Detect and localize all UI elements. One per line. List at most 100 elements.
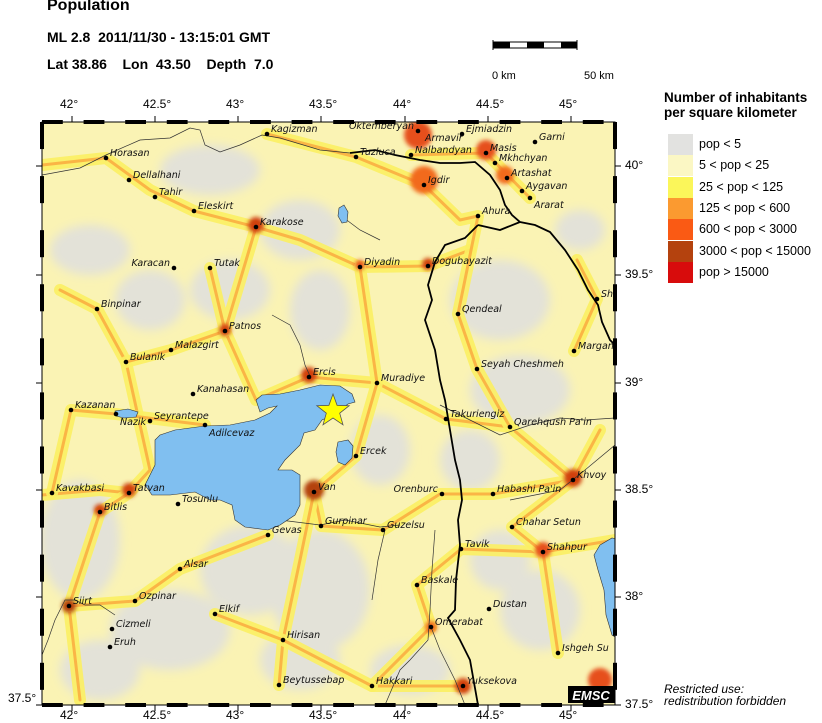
hotspot [476,140,496,160]
city[interactable]: Habashi Pa'in [490,484,562,497]
city[interactable]: Qendeal [455,304,502,317]
city-dot-icon [504,175,510,181]
city[interactable]: Kanahasan [190,384,250,397]
city[interactable]: Oktemberyan [349,121,421,134]
city[interactable]: Adilcevaz [202,422,256,439]
city-dot-icon [555,650,561,656]
city-label: Binpinar [101,299,142,310]
city-dot-icon [408,152,414,158]
city[interactable]: Orenburc [394,484,445,497]
city[interactable]: Karacan [131,258,177,271]
city[interactable]: Eleskirt [191,201,235,214]
city[interactable]: Malazgirt [168,340,220,353]
city[interactable]: Gevas [265,525,302,538]
city-label: Baskale [421,575,458,586]
city-dot-icon [571,348,577,354]
city[interactable]: Ararat [527,195,565,211]
city[interactable]: Alsar [177,559,209,572]
city[interactable]: Ejmiadzin [459,124,512,137]
city[interactable]: Ozpinar [132,591,177,604]
city[interactable]: Shahpur [540,542,588,555]
city-label: Ararat [533,200,565,211]
city[interactable]: Bitlis [97,502,127,515]
city[interactable]: Tatvan [126,483,165,496]
city[interactable]: Ercis [306,367,336,380]
city-label: Eleskirt [198,201,234,212]
city[interactable]: Diyadin [357,257,400,270]
city[interactable]: Dellalhani [126,170,181,183]
city-label: Oktemberyan [349,121,414,132]
city[interactable]: Takuriengiz [443,409,506,422]
city[interactable]: Ahura [475,206,511,219]
legend-title: Number of inhabitants per square kilomet… [664,90,807,120]
city[interactable]: Dogubayazit [425,256,493,269]
city[interactable]: Cizmeli [109,619,151,632]
city[interactable]: Muradiye [374,373,426,386]
city[interactable]: Binpinar [94,299,142,312]
city[interactable]: Margan [571,341,614,354]
city[interactable]: Elkif [212,604,241,617]
city[interactable]: Van [311,482,336,495]
city[interactable]: Tavik [458,539,490,552]
city-dot-icon [532,139,538,145]
city[interactable]: Kagizman [264,124,318,137]
city[interactable]: Masis [483,143,517,156]
corridor-inner [67,533,270,608]
city[interactable]: Bulanik [123,352,166,365]
city[interactable]: Hirisan [280,630,320,643]
city[interactable]: Sho [594,289,619,302]
city[interactable]: Karakose [253,217,304,230]
city-dot-icon [415,128,421,134]
city[interactable]: Chahar Setun [509,517,581,530]
city-label: Omerabat [435,617,484,628]
city[interactable]: Tuzluca [353,147,396,160]
city[interactable]: Tahir [152,187,184,200]
city[interactable]: Gurpinar [318,516,368,529]
city[interactable]: Kazanan [68,400,116,413]
city[interactable]: Tutak [207,258,241,271]
city[interactable]: Omerabat [428,617,484,630]
city[interactable]: Seyrantepe [147,411,209,424]
city[interactable]: Guzelsu [380,520,425,533]
city[interactable]: Patnos [222,321,261,334]
city[interactable]: Kavakbasi [49,483,105,496]
city[interactable]: Siirt [66,596,94,609]
epicenter-star-icon[interactable] [315,392,351,426]
city[interactable]: Qarehqush Pa'in [507,417,592,430]
city[interactable]: Nazik [113,411,147,428]
corridor-inner [67,491,131,702]
city[interactable]: Ercek [353,446,387,459]
city[interactable]: Ishgeh Su [555,643,609,656]
city[interactable]: Beytussebap [276,675,345,688]
city[interactable]: Horasan [103,148,150,161]
lon-label-top: 43° [226,97,245,111]
city[interactable]: Dustan [486,599,527,612]
city[interactable]: Aygavan [519,181,568,194]
city-label: Gevas [272,525,302,536]
city[interactable]: Armavir [424,133,464,144]
city-label: Ishgeh Su [562,643,609,654]
city-dot-icon [353,154,359,160]
city-dot-icon [353,453,359,459]
city[interactable]: Eruh [107,637,136,650]
city[interactable]: Yuksekova [460,676,517,689]
city-label: Tosunlu [182,494,218,505]
city-dot-icon [191,208,197,214]
city[interactable]: Nalbandyan [408,145,472,158]
national-borders [349,149,615,705]
map-title: Population [47,0,130,14]
city[interactable]: Seyah Cheshmeh [474,359,564,372]
city[interactable]: Baskale [414,575,459,588]
city[interactable]: Garni [532,132,565,145]
city[interactable]: Tosunlu [175,494,218,507]
city-dot-icon [132,598,138,604]
city[interactable]: Igdir [421,175,451,188]
city[interactable]: Khvoy [570,470,607,483]
city[interactable]: Mkhchyan [492,153,548,166]
lat-label-right: 40° [625,158,644,172]
corridor-inner [277,490,316,687]
city[interactable]: Hakkari [369,676,413,689]
city[interactable]: Artashat [504,168,553,181]
city-dot-icon [126,177,132,183]
